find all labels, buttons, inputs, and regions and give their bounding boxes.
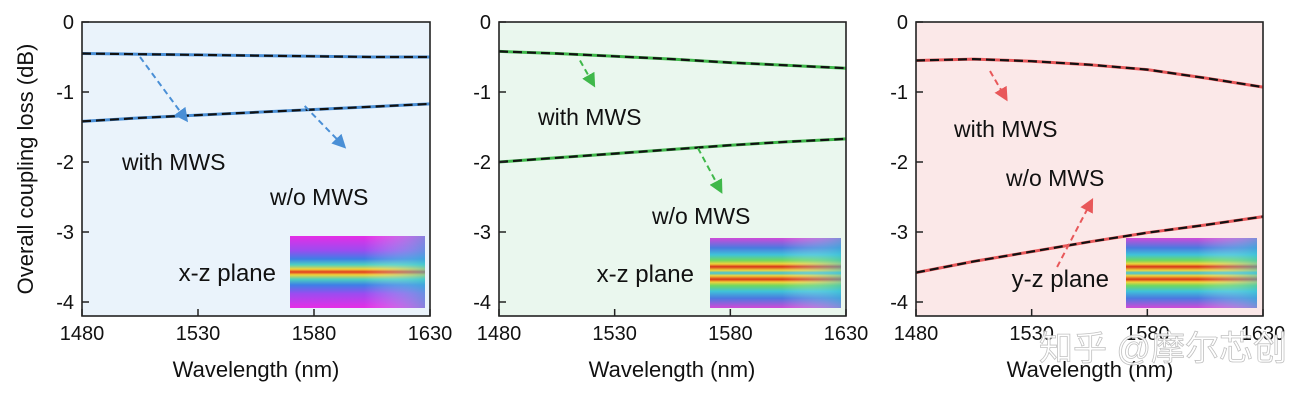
y-tick-label: 0	[63, 12, 74, 34]
y-tick-label: -3	[56, 222, 74, 244]
annotation-label-with-mws: with MWS	[953, 116, 1058, 142]
x-tick-label: 1530	[592, 323, 637, 345]
inset-label: x-z plane	[179, 260, 276, 287]
x-tick-label: 1530	[176, 323, 221, 345]
x-tick-label: 1580	[1125, 323, 1170, 345]
plot-frame	[498, 21, 847, 317]
x-tick-label: 1480	[60, 323, 105, 345]
y-axis-title: Overall coupling loss (dB)	[13, 44, 38, 295]
y-tick-label: -4	[890, 292, 908, 314]
y-tick-label: -2	[56, 152, 74, 174]
y-tick-label: -1	[890, 82, 908, 104]
annotation-label-wo-mws: w/o MWS	[1005, 165, 1104, 191]
annotations: with MWS w/o MWS	[121, 56, 368, 210]
x-tick-label: 1530	[1009, 323, 1054, 345]
annotations: with MWS w/o MWS	[953, 70, 1104, 268]
x-tick-label: 1580	[292, 323, 337, 345]
watermark-text: 知乎 @摩尔芯创	[1039, 330, 1287, 368]
annotation-label-wo-mws: w/o MWS	[651, 203, 750, 229]
x-axis-title: Wavelength (nm)	[173, 357, 340, 382]
annotation-arrow-with-mws	[579, 60, 596, 88]
y-tick-label: -2	[473, 152, 491, 174]
y-tick-label: 0	[897, 12, 908, 34]
y-tick-label: -1	[56, 82, 74, 104]
y-tick-label: -2	[890, 152, 908, 174]
series-dash-1	[498, 137, 847, 164]
panel-left: x-z plane with MWS w/o MWS 1480 1530 1580 1…	[56, 12, 452, 382]
inset-field-map: y-z plane	[1012, 238, 1257, 308]
annotation-label-with-mws: with MWS	[537, 104, 642, 130]
y-tick-label: -1	[473, 82, 491, 104]
series-dash-0	[81, 52, 430, 59]
plot-frame	[915, 21, 1264, 317]
annotation-label-wo-mws: w/o MWS	[269, 184, 368, 210]
series-lines	[81, 52, 431, 123]
x-tick-label: 1630	[1241, 323, 1286, 345]
y-axis-ticks: 0 -1 -2 -3 -4	[56, 12, 89, 314]
series-dash-1	[81, 102, 431, 123]
annotation-arrow-wo-mws	[697, 147, 723, 194]
x-tick-label: 1630	[824, 323, 869, 345]
plot-frame	[81, 21, 431, 317]
inset-field-fade	[1126, 238, 1257, 308]
annotations: with MWS w/o MWS	[537, 60, 750, 229]
series-dash-1	[915, 215, 1264, 274]
inset-label: x-z plane	[597, 261, 694, 288]
inset-field-map: x-z plane	[597, 238, 841, 308]
x-tick-label: 1630	[408, 323, 453, 345]
x-tick-label: 1480	[477, 323, 522, 345]
inset-label: y-z plane	[1012, 266, 1109, 293]
inset-field-fade	[290, 236, 425, 308]
x-tick-label: 1580	[708, 323, 753, 345]
series-lines	[915, 57, 1264, 275]
series-dash-0	[498, 50, 847, 70]
annotation-arrow-wo-mws	[1056, 198, 1094, 268]
y-axis-ticks: 0 -1 -2 -3 -4	[473, 12, 506, 314]
annotation-arrow-with-mws	[989, 70, 1008, 102]
inset-field-fade	[710, 238, 841, 308]
y-tick-label: -3	[890, 222, 908, 244]
y-tick-label: -4	[473, 292, 491, 314]
y-axis-ticks: 0 -1 -2 -3 -4	[890, 12, 923, 314]
series-dash-0	[915, 57, 1264, 89]
x-axis-ticks: 1480 1530 1580 1630	[894, 309, 1286, 345]
x-tick-label: 1480	[894, 323, 939, 345]
x-axis-title: Wavelength (nm)	[1007, 357, 1174, 382]
y-tick-label: -3	[473, 222, 491, 244]
x-axis-ticks: 1480 1530 1580 1630	[477, 309, 869, 345]
panel-right: y-z plane with MWS w/o MWS 1480 1530 1580 1…	[890, 12, 1285, 382]
x-axis-title: Wavelength (nm)	[589, 357, 756, 382]
y-tick-label: 0	[480, 12, 491, 34]
series-lines	[498, 49, 847, 164]
annotation-arrow-with-mws	[139, 56, 189, 123]
inset-field-map: x-z plane	[179, 236, 425, 308]
x-axis-ticks: 1480 1530 1580 1630	[60, 309, 453, 345]
panel-middle: x-z plane with MWS w/o MWS 1480 1530 1580 1…	[473, 12, 868, 382]
y-tick-label: -4	[56, 292, 74, 314]
annotation-label-with-mws: with MWS	[121, 149, 226, 175]
